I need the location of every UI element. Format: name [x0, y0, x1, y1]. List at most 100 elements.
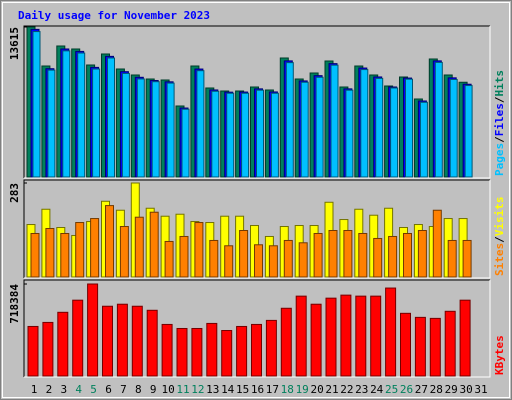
x-tick-label: 27	[415, 383, 428, 396]
x-tick-label: 8	[135, 383, 142, 396]
x-tick-label: 31	[474, 383, 487, 396]
x-tick-label: 7	[120, 383, 127, 396]
panel-bevel-light	[24, 26, 491, 179]
legend-entry: Pages	[493, 143, 506, 176]
x-tick-label: 22	[340, 383, 353, 396]
x-tick-label: 30	[459, 383, 472, 396]
bar	[179, 235, 189, 278]
bar	[90, 218, 100, 278]
bar	[373, 237, 383, 278]
bar	[256, 89, 264, 178]
x-tick-label: 20	[310, 383, 323, 396]
bar	[388, 235, 398, 278]
panel-bevel-light	[24, 180, 491, 279]
bar	[87, 283, 99, 377]
bar	[241, 92, 250, 178]
bar	[268, 245, 278, 278]
panel-bevel-dark	[23, 179, 490, 278]
legend-separator: /	[493, 96, 506, 103]
chart-title: Daily usage for November 2023	[18, 9, 210, 22]
x-tick-label: 24	[370, 383, 384, 396]
bar	[283, 239, 293, 278]
bar	[181, 108, 190, 178]
bar	[57, 311, 69, 377]
bar	[265, 319, 277, 377]
y-tick-label: 283	[8, 183, 21, 203]
bar	[102, 305, 113, 377]
legend-separator: /	[493, 236, 506, 243]
bar	[151, 81, 160, 178]
bar	[280, 307, 292, 377]
bar	[355, 295, 367, 377]
bar	[149, 211, 159, 278]
bar	[358, 232, 368, 278]
y-tick-label: 13615	[8, 27, 21, 60]
bar	[385, 287, 397, 377]
bar	[161, 323, 173, 377]
bar	[107, 57, 115, 178]
x-tick-label: 26	[400, 383, 413, 396]
legend: KBytes	[493, 335, 506, 375]
bar	[27, 325, 39, 377]
bar	[254, 244, 263, 278]
legend-entry: Hits	[493, 70, 506, 97]
bar	[444, 310, 456, 377]
bar	[75, 222, 85, 278]
panel-bevel-light	[24, 280, 491, 378]
panel-bevel-dark	[23, 279, 490, 377]
bar	[224, 245, 234, 278]
x-tick-label: 1	[31, 383, 38, 396]
bar	[434, 61, 443, 178]
bar	[390, 87, 399, 178]
bar	[340, 294, 352, 377]
bar	[134, 216, 144, 278]
bar	[459, 299, 471, 377]
bar	[300, 81, 309, 178]
x-tick-label: 6	[105, 383, 112, 396]
x-tick-label: 18	[281, 383, 294, 396]
x-tick-label: 5	[90, 383, 97, 396]
bar	[449, 78, 458, 178]
x-tick-label: 29	[445, 383, 458, 396]
bar	[32, 31, 41, 178]
bar	[313, 232, 323, 278]
bar	[196, 70, 205, 178]
bar	[315, 76, 324, 178]
x-tick-label: 25	[385, 383, 398, 396]
bar	[400, 312, 411, 377]
bar	[370, 295, 382, 377]
y-tick-label: 718384	[8, 284, 21, 324]
legend: Pages/Files/Hits	[493, 70, 506, 176]
bar	[419, 101, 428, 178]
bar	[211, 90, 220, 178]
bar	[414, 316, 426, 377]
bar	[121, 72, 130, 178]
bar	[328, 229, 338, 278]
legend-entry: Visits	[493, 197, 506, 237]
bar	[285, 62, 294, 178]
bar	[116, 303, 128, 377]
bar	[310, 303, 322, 377]
bar	[236, 325, 248, 377]
bar	[295, 295, 307, 377]
bar	[226, 92, 235, 178]
x-tick-label: 2	[46, 383, 53, 396]
bar	[403, 232, 412, 278]
bar	[194, 222, 204, 278]
bar	[119, 226, 129, 278]
x-tick-label: 19	[296, 383, 309, 396]
x-tick-label: 13	[206, 383, 219, 396]
x-tick-label: 14	[221, 383, 235, 396]
bar	[206, 322, 218, 377]
x-tick-label: 9	[150, 383, 157, 396]
bar	[146, 309, 158, 377]
bar	[429, 317, 441, 377]
bar	[345, 89, 354, 178]
bar	[42, 321, 54, 377]
bar	[62, 50, 71, 178]
x-tick-label: 10	[161, 383, 174, 396]
bar	[221, 330, 233, 377]
legend-separator: /	[493, 136, 506, 143]
